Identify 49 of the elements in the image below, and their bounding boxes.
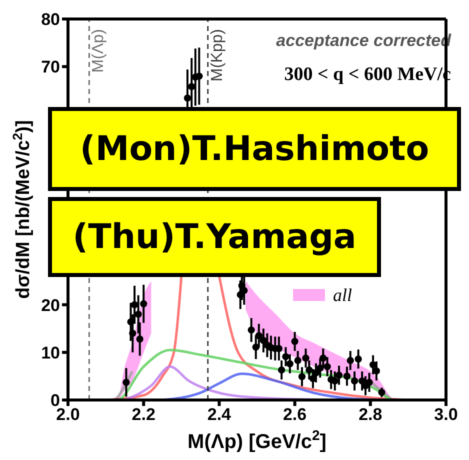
point [184,94,192,102]
x-tick-label: 2.2 [132,405,156,424]
point [129,330,136,337]
point [335,372,343,379]
x-tick-label: 2.4 [207,405,232,424]
x-tick-label: 2.6 [282,405,307,424]
point [354,355,362,363]
point [196,72,203,80]
point [378,388,386,396]
point [252,344,260,351]
point [188,83,196,90]
name-card: (Mon)T.Hashimoto [48,107,461,191]
point [134,310,142,318]
point [140,300,148,308]
y-tick-label: 70 [41,58,60,77]
ref-line-label: M(Kpp) [208,29,226,82]
point [320,354,327,362]
point [331,377,338,385]
x-tick-label: 3.0 [434,405,458,424]
point [136,335,144,343]
point [343,372,351,380]
point [286,360,294,368]
point [316,364,324,372]
point [298,373,306,380]
name-card: (Thu)T.Yamaga [48,197,381,277]
point [366,378,373,386]
x-axis-title: M(Λp) [GeV/c$^{2}$] [188,427,326,453]
y-tick-label: 10 [41,343,60,362]
point [282,353,290,360]
point [294,356,302,364]
point [122,378,130,386]
x-tick-label: 2.8 [358,405,382,424]
point [291,338,298,345]
point [255,332,262,340]
point [346,356,354,364]
point [248,326,255,334]
point [278,366,286,374]
point [306,366,313,374]
point [130,301,138,308]
y-tick-label: 20 [41,296,60,315]
legend-label: all [333,284,352,306]
point [324,363,331,370]
ref-line-label: M(Λp) [90,29,108,73]
point [260,336,267,344]
y-tick-label: 80 [41,10,60,30]
point [350,377,358,385]
x-tick-label: 2.0 [56,405,80,424]
point [127,318,134,326]
point [302,354,310,362]
